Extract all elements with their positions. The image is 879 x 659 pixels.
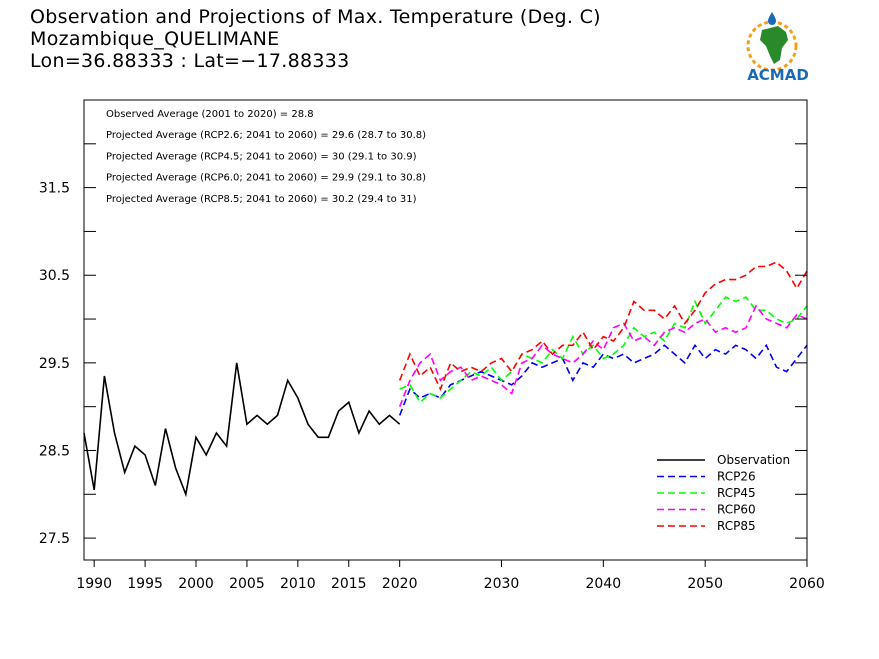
plot-area-frame xyxy=(83,99,808,561)
africa-map-logo-icon xyxy=(746,12,798,72)
title-line-3: Lon=36.88333 : Lat=−17.88333 xyxy=(30,50,350,72)
stat-line: Projected Average (RCP8.5; 2041 to 2060)… xyxy=(106,194,417,205)
x-tick-label: 2015 xyxy=(331,576,367,592)
y-tick-label: 28.5 xyxy=(39,443,70,459)
y-tick-label: 29.5 xyxy=(39,356,70,372)
y-axis: 27.5 28.5 29.5 30.5 31.5 xyxy=(39,143,807,547)
title-line-2: Mozambique_QUELIMANE xyxy=(30,28,280,50)
x-tick-label: 2050 xyxy=(687,576,723,592)
x-tick-label: 2020 xyxy=(382,576,418,592)
stat-line: Projected Average (RCP6.0; 2041 to 2060)… xyxy=(106,173,426,184)
x-tick-label: 2030 xyxy=(484,576,520,592)
legend-label-observation: Observation xyxy=(717,453,790,467)
series-line-rcp45 xyxy=(399,296,808,404)
y-tick-label: 27.5 xyxy=(39,531,70,547)
x-axis: 1990 1995 2000 2005 2010 2015 2020 2030 2040 2050… xyxy=(76,560,825,592)
logo-text: ACMAD xyxy=(747,66,809,84)
series-line-rcp85 xyxy=(398,261,808,392)
chart-title: Observation and Projections of Max. Temp… xyxy=(30,6,601,72)
series-line-observation xyxy=(83,362,401,498)
x-tick-label: 1995 xyxy=(127,576,163,592)
series-line-rcp60 xyxy=(398,304,808,407)
x-tick-label: 2040 xyxy=(586,576,622,592)
x-tick-label: 1990 xyxy=(76,576,112,592)
x-tick-label: 2000 xyxy=(178,576,214,592)
stat-line: Observed Average (2001 to 2020) = 28.8 xyxy=(106,109,314,120)
x-tick-label: 2060 xyxy=(789,576,825,592)
series-lines xyxy=(83,261,808,498)
stat-line: Projected Average (RCP4.5; 2041 to 2060)… xyxy=(106,151,417,162)
legend-label-rcp60: RCP60 xyxy=(717,503,756,517)
legend: Observation RCP26 RCP45 RCP60 RCP85 xyxy=(657,453,790,533)
y-tick-label: 30.5 xyxy=(39,268,70,284)
stat-line: Projected Average (RCP2.6; 2041 to 2060)… xyxy=(106,130,426,141)
y-tick-label: 31.5 xyxy=(39,181,70,197)
acmad-logo: ACMAD xyxy=(746,12,809,84)
x-tick-label: 2005 xyxy=(229,576,265,592)
statistics-annotations: Observed Average (2001 to 2020) = 28.8 Pr… xyxy=(106,109,426,205)
legend-label-rcp45: RCP45 xyxy=(717,486,756,500)
legend-label-rcp85: RCP85 xyxy=(717,519,756,533)
title-line-1: Observation and Projections of Max. Temp… xyxy=(30,6,601,28)
legend-label-rcp26: RCP26 xyxy=(717,470,756,484)
x-tick-label: 2010 xyxy=(280,576,316,592)
